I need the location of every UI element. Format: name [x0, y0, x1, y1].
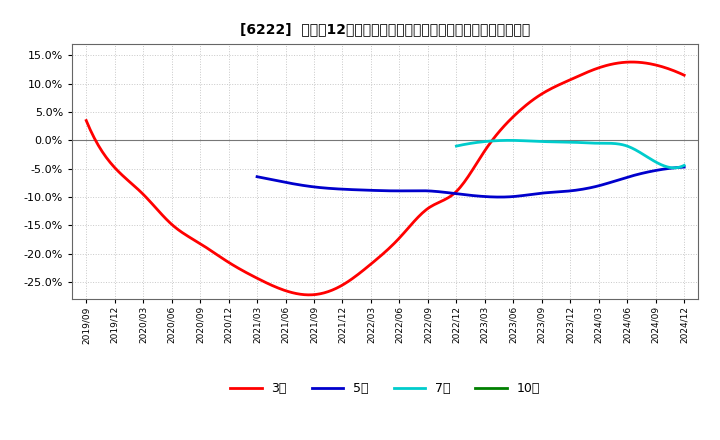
Line: 5年: 5年 [257, 167, 684, 197]
Line: 3年: 3年 [86, 62, 684, 295]
3年 [680, 73, 688, 78]
Title: [6222]  売上高12か月移動合計の対前年同期増減率の平均値の推移: [6222] 売上高12か月移動合計の対前年同期増減率の平均値の推移 [240, 22, 531, 36]
7年 [452, 143, 461, 149]
Legend: 3年, 5年, 7年, 10年: 3年, 5年, 7年, 10年 [225, 377, 545, 400]
7年 [505, 138, 513, 143]
3年 [438, 198, 446, 204]
3年 [628, 59, 636, 65]
7年 [680, 163, 688, 168]
3年 [84, 123, 93, 128]
5年 [642, 170, 650, 175]
7年 [588, 140, 597, 146]
3年 [304, 292, 312, 297]
3年 [588, 68, 596, 73]
5年 [680, 165, 688, 170]
7年 [588, 140, 596, 146]
3年 [626, 59, 634, 65]
5年 [254, 174, 263, 180]
3年 [450, 191, 459, 196]
5年 [508, 194, 517, 199]
3年 [440, 197, 449, 202]
7年 [593, 140, 601, 146]
7年 [660, 163, 668, 169]
5年 [516, 193, 524, 198]
7年 [645, 155, 654, 161]
5年 [253, 174, 261, 180]
Line: 7年: 7年 [456, 140, 684, 168]
3年 [82, 118, 91, 123]
7年 [453, 143, 462, 149]
5年 [495, 194, 504, 200]
5年 [614, 177, 623, 183]
5年 [507, 194, 516, 199]
7年 [670, 165, 678, 170]
